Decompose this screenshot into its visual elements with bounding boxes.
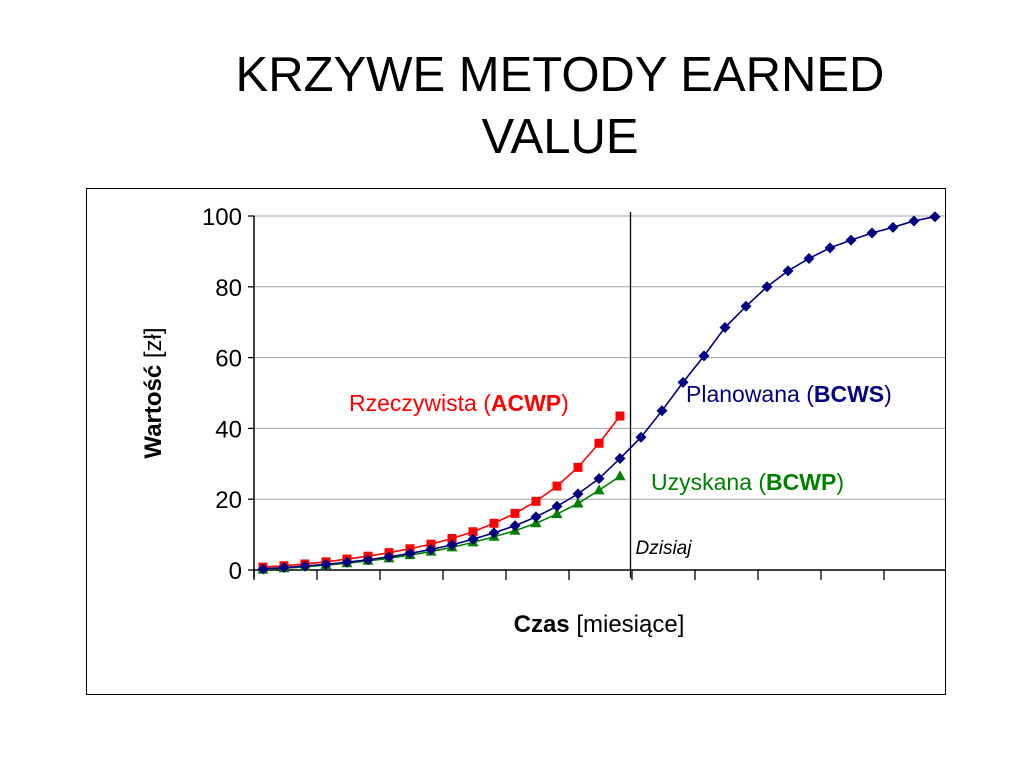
point-bcws-8 <box>425 543 437 555</box>
point-bcws-27 <box>824 242 836 254</box>
point-bcws-31 <box>908 215 920 227</box>
point-bcws-15 <box>572 488 584 500</box>
point-acwp-12 <box>510 508 520 518</box>
slide-title-line-2: VALUE <box>481 110 639 164</box>
point-acwp-14 <box>552 481 562 491</box>
point-bcwp-14 <box>551 508 563 519</box>
point-bcws-26 <box>803 252 815 264</box>
point-bcws-10 <box>467 533 479 545</box>
y-tick-label-80: 80 <box>215 275 242 302</box>
point-bcws-24 <box>761 281 773 293</box>
x-axis-label-unit: [miesiące] <box>570 611 685 638</box>
point-bcws-29 <box>866 227 878 239</box>
series-label-acwp: Rzeczywista (ACWP) <box>349 390 569 416</box>
point-bcws-11 <box>488 527 500 539</box>
y-tick-label-100: 100 <box>202 204 242 231</box>
point-bcws-13 <box>530 511 542 523</box>
point-bcws-28 <box>845 234 857 246</box>
point-bcws-1 <box>278 562 290 574</box>
point-bcws-18 <box>635 431 647 443</box>
point-bcwp-15 <box>572 497 584 508</box>
slide-title-line-1: KRZYWE METODY EARNED <box>235 48 885 102</box>
point-bcws-16 <box>593 473 605 485</box>
point-bcws-25 <box>782 265 794 277</box>
y-tick-label-20: 20 <box>215 487 242 514</box>
point-bcws-17 <box>614 452 626 464</box>
series-line-acwp <box>262 415 621 568</box>
point-bcws-14 <box>551 500 563 512</box>
point-bcws-20 <box>677 376 689 388</box>
x-axis-label-bold: Czas <box>514 611 570 638</box>
point-bcws-19 <box>656 405 668 417</box>
today-label: Dzisiaj <box>636 538 693 559</box>
point-acwp-11 <box>489 518 499 528</box>
point-acwp-10 <box>468 527 478 537</box>
point-bcws-30 <box>887 221 899 233</box>
series-label-suffix-bcws: ) <box>884 381 892 407</box>
point-acwp-17 <box>615 411 625 421</box>
series-label-suffix-bcwp: ) <box>836 469 844 495</box>
series-label-bold-acwp: ACWP <box>491 390 561 416</box>
series-line-bcwp <box>262 475 621 571</box>
point-bcwp-17 <box>614 470 626 481</box>
x-axis-label: Czas [miesiące] <box>514 611 685 638</box>
series-label-prefix-bcwp: Uzyskana ( <box>651 469 766 495</box>
series-label-suffix-acwp: ) <box>561 390 569 416</box>
point-bcws-4 <box>341 556 353 568</box>
y-axis-label-unit: [zł] <box>140 327 167 364</box>
point-acwp-9 <box>447 533 457 543</box>
point-bcws-9 <box>446 539 458 551</box>
y-axis-label: Wartość [zł] <box>140 327 167 458</box>
series-label-bold-bcws: BCWS <box>814 381 884 407</box>
y-tick-label-60: 60 <box>215 346 242 373</box>
point-bcws-21 <box>698 350 710 362</box>
point-bcws-5 <box>362 554 374 566</box>
y-tick-label-0: 0 <box>229 558 242 585</box>
point-bcws-23 <box>740 300 752 312</box>
chart-frame: 0 20 40 60 80 100 Dzisiaj Czas [miesiące] Wartoś… <box>86 188 946 695</box>
point-bcws-2 <box>299 560 311 572</box>
series-label-bold-bcwp: BCWP <box>766 469 836 495</box>
series-label-prefix-acwp: Rzeczywista ( <box>349 390 491 416</box>
point-acwp-13 <box>531 496 541 506</box>
point-bcws-12 <box>509 520 521 532</box>
series-label-prefix-bcws: Planowana ( <box>686 381 814 407</box>
point-bcws-3 <box>320 558 332 570</box>
point-bcws-32 <box>929 211 941 223</box>
point-bcws-7 <box>404 547 416 559</box>
point-bcws-0 <box>257 563 269 575</box>
series-label-bcwp: Uzyskana (BCWP) <box>651 469 844 495</box>
y-tick-label-40: 40 <box>215 416 242 443</box>
y-axis-label-bold: Wartość <box>140 365 167 459</box>
slide-title: KRZYWE METODY EARNED VALUE <box>150 44 970 168</box>
point-acwp-15 <box>573 462 583 472</box>
point-acwp-16 <box>594 438 604 448</box>
earned-value-chart: 0 20 40 60 80 100 Dzisiaj Czas [miesiące] Wartoś… <box>140 204 945 638</box>
point-bcws-6 <box>383 551 395 563</box>
point-bcwp-16 <box>593 484 605 495</box>
series-label-bcws: Planowana (BCWS) <box>686 381 892 407</box>
point-bcws-22 <box>719 322 731 334</box>
